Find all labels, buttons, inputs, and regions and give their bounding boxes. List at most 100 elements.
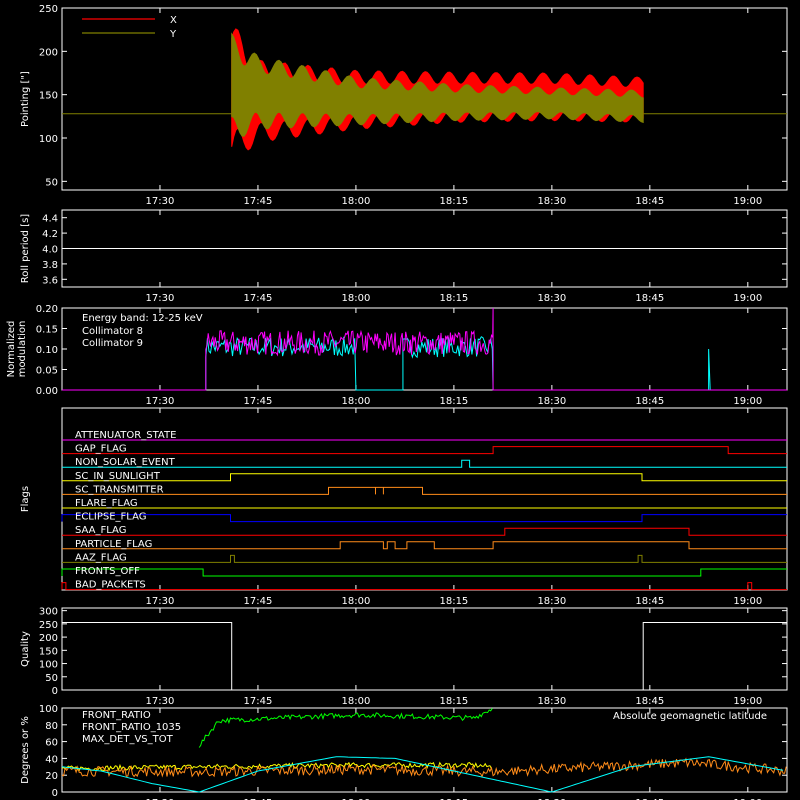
y-tick-label: 0	[52, 686, 58, 697]
y-tick-label: 0.20	[36, 304, 58, 315]
y-tick-label: 60	[45, 738, 58, 749]
y-axis-label: Roll period [s]	[20, 214, 31, 283]
flag-label: FRONTS_OFF	[75, 566, 140, 577]
collimator-8-line	[62, 336, 787, 391]
flag-label: SC_IN_SUNLIGHT	[75, 471, 161, 482]
modulation-legend-label: Collimator 8	[82, 326, 143, 337]
flag-label: GAP_FLAG	[75, 444, 127, 455]
y-tick-label: 3.6	[42, 275, 58, 286]
y-axis-label: Flags	[20, 486, 31, 512]
y-tick-label: 150	[39, 646, 58, 657]
x-tick-label: 17:30	[146, 596, 175, 607]
y-tick-label: 20	[45, 771, 58, 782]
x-tick-label: 18:15	[439, 798, 468, 800]
geo-series-line	[198, 708, 493, 748]
y-axis-label: Pointing ["]	[20, 71, 31, 127]
pointing-series-Y	[231, 32, 644, 137]
x-tick-label: 17:45	[244, 798, 273, 800]
x-tick-label: 19:00	[733, 293, 762, 304]
x-tick-label: 17:30	[146, 293, 175, 304]
x-tick-label: 18:30	[537, 596, 566, 607]
x-tick-label: 17:30	[146, 396, 175, 407]
y-tick-label: 0.05	[36, 366, 58, 377]
x-tick-label: 17:30	[146, 196, 175, 207]
energy-band-annotation: Energy band: 12-25 keV	[82, 313, 203, 324]
x-tick-label: 18:30	[537, 396, 566, 407]
y-tick-label: 150	[39, 91, 58, 102]
y-tick-label: 0	[52, 788, 58, 799]
geo-right-label: Absolute geomagnetic latitude	[613, 711, 767, 722]
legend-label: X	[170, 15, 177, 26]
x-tick-label: 17:30	[146, 798, 175, 800]
y-tick-label: 300	[39, 607, 58, 618]
x-tick-label: 18:30	[537, 196, 566, 207]
flag-line	[61, 514, 787, 523]
y-tick-label: 4.2	[42, 229, 58, 240]
y-tick-label: 0.15	[36, 325, 58, 336]
y-tick-label: 3.8	[42, 260, 58, 271]
geo-series-line	[61, 761, 492, 772]
y-tick-label: 50	[45, 177, 58, 188]
y-axis-label: modulation	[17, 321, 28, 378]
x-tick-label: 18:45	[635, 798, 664, 800]
x-tick-label: 18:00	[342, 596, 371, 607]
flag-label: FLARE_FLAG	[75, 498, 138, 509]
y-tick-label: 0.10	[36, 345, 58, 356]
x-tick-label: 18:30	[537, 798, 566, 800]
x-tick-label: 18:00	[342, 798, 371, 800]
flag-line	[62, 473, 787, 482]
geo-legend-label: FRONT_RATIO	[82, 710, 151, 721]
y-tick-label: 0.00	[36, 386, 58, 397]
x-tick-label: 18:30	[537, 696, 566, 707]
y-tick-label: 100	[39, 660, 58, 671]
x-tick-label: 18:15	[439, 196, 468, 207]
x-tick-label: 18:00	[342, 196, 371, 207]
y-axis-label: Normalized	[6, 321, 17, 378]
x-tick-label: 18:45	[635, 396, 664, 407]
x-tick-label: 17:30	[146, 696, 175, 707]
y-tick-label: 250	[39, 620, 58, 631]
flag-label: NON_SOLAR_EVENT	[75, 457, 176, 468]
geo-legend-label: MAX_DET_VS_TOT	[82, 734, 174, 745]
y-tick-label: 40	[45, 754, 58, 765]
x-tick-label: 19:00	[733, 798, 762, 800]
collimator-9-line	[62, 307, 787, 391]
x-tick-label: 18:45	[635, 293, 664, 304]
legend-label: Y	[169, 29, 177, 40]
flag-label: PARTICLE_FLAG	[75, 539, 152, 550]
panel-frame	[61, 7, 788, 191]
geo-series-line	[61, 757, 787, 778]
y-axis-label: Quality	[20, 631, 31, 667]
flag-line	[62, 541, 787, 550]
panel-frame	[61, 707, 788, 793]
flag-line	[62, 446, 787, 455]
x-tick-label: 17:45	[244, 293, 273, 304]
y-tick-label: 200	[39, 633, 58, 644]
geo-series-line	[61, 756, 784, 793]
x-tick-label: 18:00	[342, 293, 371, 304]
x-tick-label: 18:00	[342, 696, 371, 707]
flag-line	[61, 582, 787, 591]
flag-line	[62, 459, 787, 468]
panel-frame	[61, 607, 788, 691]
flag-label: BAD_PACKETS	[75, 580, 146, 591]
x-tick-label: 19:00	[733, 196, 762, 207]
y-tick-label: 100	[39, 134, 58, 145]
flag-line	[62, 527, 787, 536]
y-tick-label: 4.4	[42, 214, 58, 225]
flag-label: ECLIPSE_FLAG	[75, 512, 146, 523]
x-tick-label: 18:00	[342, 396, 371, 407]
y-tick-label: 4.0	[42, 245, 58, 256]
x-tick-label: 17:45	[244, 596, 273, 607]
y-axis-label: Degrees or %	[20, 716, 31, 784]
y-tick-label: 50	[45, 673, 58, 684]
y-tick-label: 200	[39, 47, 58, 58]
quality-line	[62, 622, 787, 691]
x-tick-label: 18:15	[439, 396, 468, 407]
flag-line	[62, 554, 787, 563]
x-tick-label: 17:45	[244, 196, 273, 207]
modulation-legend-label: Collimator 9	[82, 338, 143, 349]
x-tick-label: 18:15	[439, 596, 468, 607]
